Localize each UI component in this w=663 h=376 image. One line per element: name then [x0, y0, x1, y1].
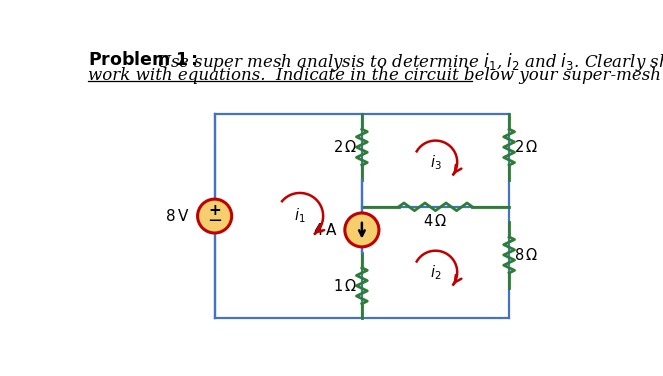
Text: $2\,\Omega$: $2\,\Omega$	[514, 139, 538, 155]
Text: $4\,\Omega$: $4\,\Omega$	[424, 213, 448, 229]
Text: $8\,\Omega$: $8\,\Omega$	[514, 247, 538, 263]
Text: +: +	[208, 203, 221, 218]
Text: −: −	[207, 212, 222, 230]
Text: $1\,\Omega$: $1\,\Omega$	[333, 278, 357, 294]
Text: work with equations.  Indicate in the circuit below your super-mesh you used.: work with equations. Indicate in the cir…	[88, 67, 663, 85]
Text: $4\,\mathrm{A}$: $4\,\mathrm{A}$	[312, 222, 337, 238]
Text: Use super mesh analysis to determine $i_1$, $i_2$ and $i_3$. Clearly show your: Use super mesh analysis to determine $i_…	[156, 50, 663, 73]
Circle shape	[424, 261, 447, 284]
Circle shape	[198, 199, 231, 233]
Text: $\bf{Problem\ 1:}$: $\bf{Problem\ 1:}$	[88, 50, 198, 68]
Circle shape	[345, 213, 379, 247]
Text: $i_3$: $i_3$	[430, 153, 442, 171]
Text: $i_2$: $i_2$	[430, 263, 442, 282]
Text: $8\,\mathrm{V}$: $8\,\mathrm{V}$	[165, 208, 190, 224]
Text: $2\,\Omega$: $2\,\Omega$	[333, 139, 357, 155]
Circle shape	[424, 151, 447, 174]
Text: $i_1$: $i_1$	[294, 207, 306, 225]
Circle shape	[288, 205, 312, 227]
